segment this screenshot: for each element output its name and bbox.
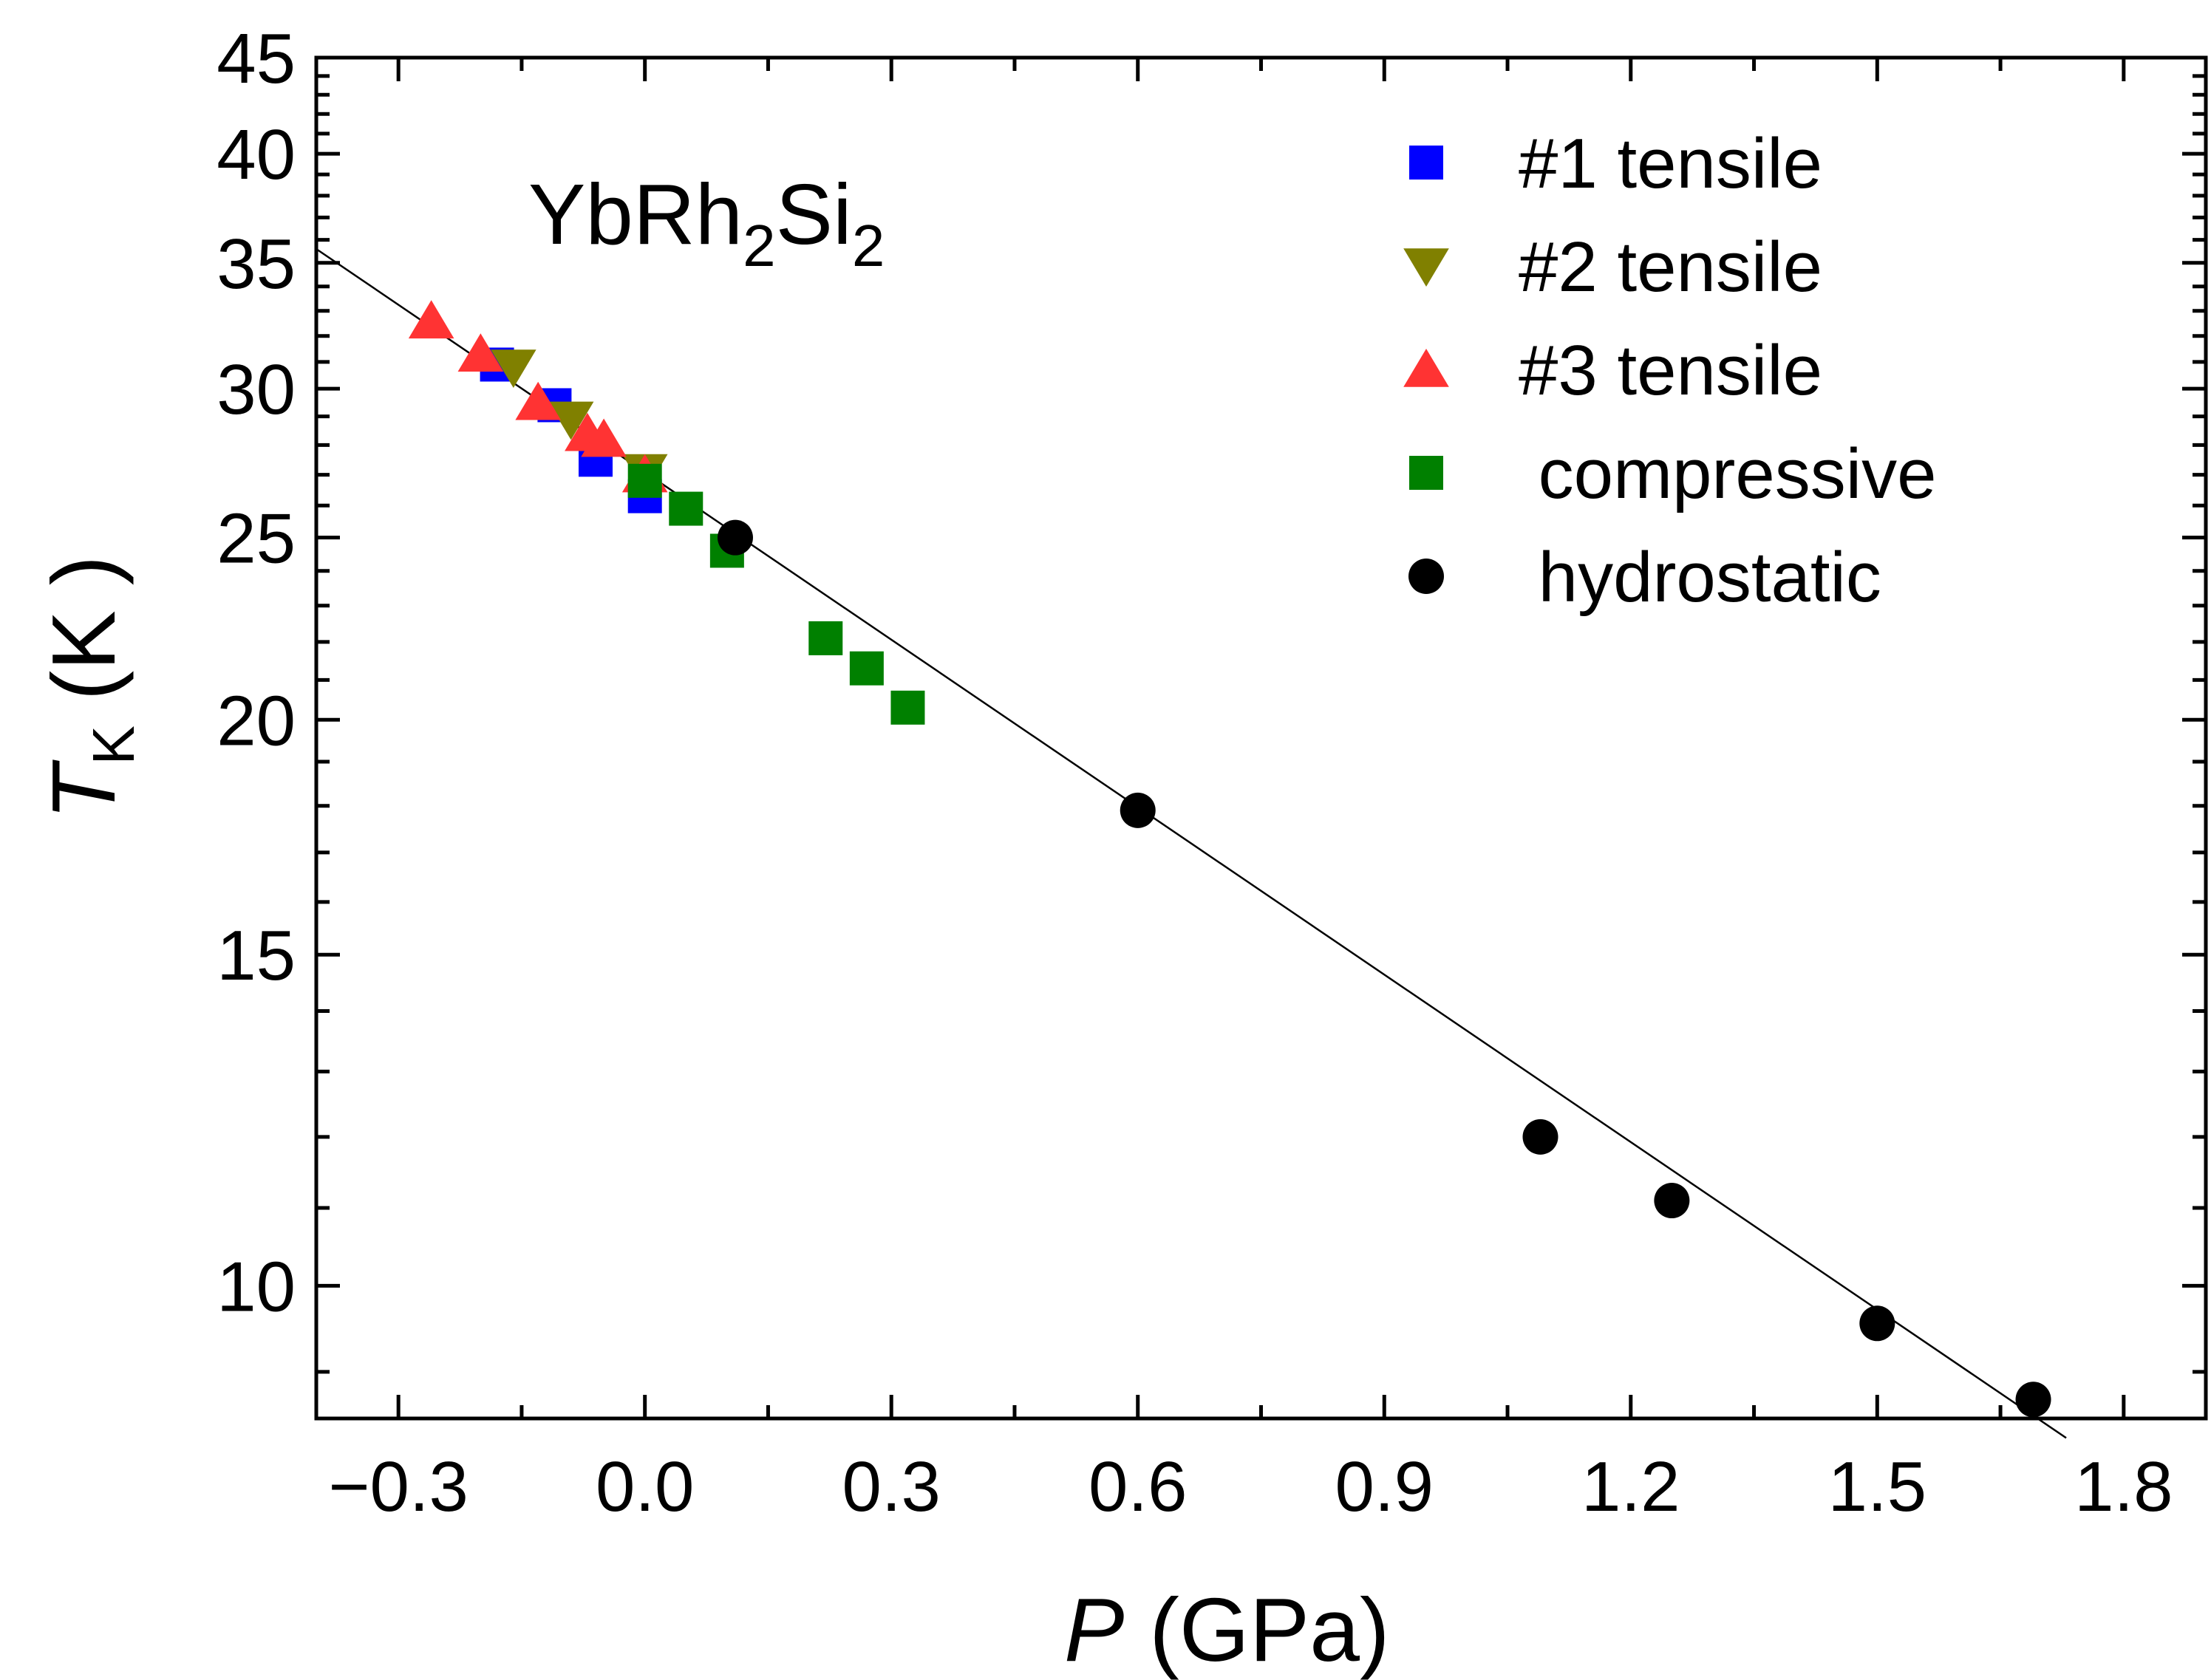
data-point-hydrostatic bbox=[2015, 1382, 2051, 1418]
data-markers bbox=[408, 300, 2051, 1418]
data-point-compressive bbox=[627, 463, 662, 498]
y-tick-labels: 10 15 20 25 30 35 40 45 bbox=[217, 19, 296, 1326]
data-point--3-tensile bbox=[515, 381, 561, 420]
data-point-compressive bbox=[849, 651, 884, 686]
data-point-hydrostatic bbox=[1654, 1183, 1690, 1219]
y-tick-label: 15 bbox=[217, 916, 296, 995]
y-axis-label: TK (K ) bbox=[33, 556, 146, 820]
legend-label-hydrostatic: hydrostatic bbox=[1519, 538, 1881, 617]
data-point-hydrostatic bbox=[1120, 792, 1156, 828]
legend-label--1-tensile: #1 tensile bbox=[1519, 124, 1822, 203]
plot-frame bbox=[314, 55, 2208, 1421]
compound-annotation: YbRh2Si2 bbox=[528, 166, 885, 279]
axis-ticks bbox=[316, 55, 2206, 1418]
x-tick-label: 1.8 bbox=[2074, 1447, 2173, 1526]
x-tick-label: 0.9 bbox=[1335, 1447, 1434, 1526]
data-point-hydrostatic bbox=[1522, 1119, 1558, 1155]
data-point-hydrostatic bbox=[717, 519, 753, 556]
x-tick-label: 0.6 bbox=[1089, 1447, 1187, 1526]
legend-marker-hydrostatic bbox=[1408, 559, 1444, 594]
x-tick-label: 1.5 bbox=[1828, 1447, 1926, 1526]
annotation-sub2: 2 bbox=[852, 213, 885, 279]
y-tick-label: 45 bbox=[217, 19, 296, 98]
legend-label--2-tensile: #2 tensile bbox=[1519, 228, 1822, 307]
legend-marker--1-tensile bbox=[1409, 146, 1443, 180]
annotation-sub1: 2 bbox=[743, 213, 776, 279]
data-point--3-tensile bbox=[457, 333, 504, 372]
annotation-main: YbRh bbox=[528, 166, 743, 262]
legend-marker-compressive bbox=[1409, 456, 1443, 490]
data-point-compressive bbox=[890, 690, 925, 725]
legend-marker--2-tensile bbox=[1403, 248, 1449, 287]
legend-label-compressive: compressive bbox=[1519, 434, 1937, 513]
x-tick-label: 1.2 bbox=[1581, 1447, 1680, 1526]
y-tick-label: 20 bbox=[217, 681, 296, 760]
x-axis-label: P (GPa) bbox=[1064, 1580, 1390, 1680]
y-tick-label: 40 bbox=[217, 115, 296, 194]
x-tick-labels: −0.3 0.0 0.3 0.6 0.9 1.2 1.5 1.8 bbox=[328, 1447, 2173, 1526]
data-point--2-tensile bbox=[491, 349, 536, 389]
x-tick-label: −0.3 bbox=[328, 1447, 469, 1526]
y-tick-label: 30 bbox=[217, 350, 296, 429]
data-point-compressive bbox=[808, 621, 843, 655]
y-tick-label: 10 bbox=[217, 1247, 296, 1326]
data-point-compressive bbox=[669, 491, 704, 526]
data-point--3-tensile bbox=[408, 300, 454, 339]
legend-marker--3-tensile bbox=[1403, 349, 1449, 387]
data-point--2-tensile bbox=[548, 401, 594, 440]
legend: #1 tensile #2 tensile #3 tensile compressi… bbox=[1403, 124, 1937, 617]
x-tick-label: 0.3 bbox=[842, 1447, 940, 1526]
y-tick-label: 35 bbox=[217, 225, 296, 304]
annotation-mid: Si bbox=[776, 166, 852, 262]
data-point-hydrostatic bbox=[1859, 1305, 1895, 1342]
x-tick-label: 0.0 bbox=[596, 1447, 694, 1526]
data-point--3-tensile bbox=[581, 418, 627, 457]
y-tick-label: 25 bbox=[217, 499, 296, 578]
legend-label--3-tensile: #3 tensile bbox=[1519, 331, 1822, 410]
